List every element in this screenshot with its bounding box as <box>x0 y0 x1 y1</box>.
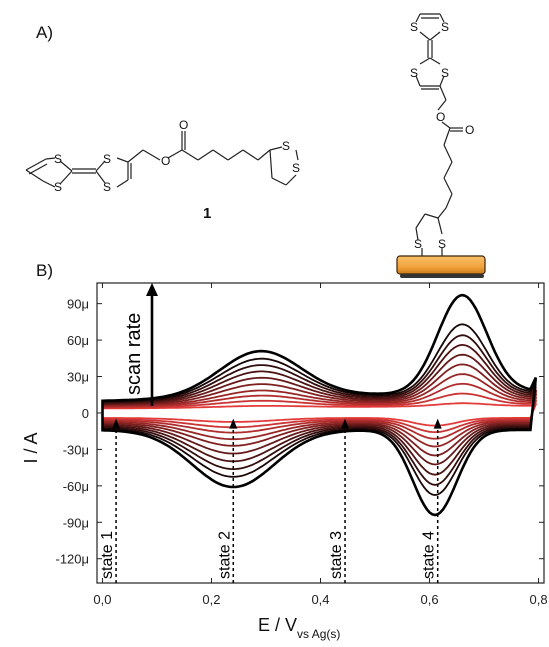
atom-s: S <box>282 139 290 153</box>
state-label-4: state 4 <box>421 531 438 579</box>
atom-s: S <box>54 180 62 194</box>
state-label-1: state 1 <box>99 531 116 579</box>
y-axis-title: I / A <box>21 432 41 463</box>
y-tick-label: 60μ <box>67 333 89 348</box>
y-tick-label: -30μ <box>63 442 89 457</box>
x-tick-label: 0,8 <box>530 592 548 607</box>
y-tick-label: -120μ <box>55 552 89 567</box>
surface-bound-molecule: S S S S O O S S <box>396 13 486 278</box>
state-marker-arrowhead <box>112 418 121 429</box>
axes: 90μ 60μ 30μ 0 -30μ -60μ -90μ -120μ 0,0 0,2 0,4 0,6 0… <box>55 283 548 607</box>
x-tick-label: 0,2 <box>202 592 220 607</box>
atom-s: S <box>438 237 446 251</box>
atom-s: S <box>410 66 418 80</box>
atom-o: O <box>179 118 188 132</box>
state-label-3: state 3 <box>328 531 345 579</box>
panel-b-label: B) <box>36 261 53 280</box>
y-tick-label: 90μ <box>67 297 89 312</box>
x-tick-label: 0,4 <box>311 592 329 607</box>
atom-s: S <box>414 237 422 251</box>
molecule-1-structure: S S S S O O S S 1 <box>25 118 300 222</box>
y-tick-label: 0 <box>82 406 89 421</box>
panel-a-label: A) <box>36 23 53 42</box>
cv-curve-scan-1 <box>101 293 538 517</box>
x-tick-label: 0,0 <box>93 592 111 607</box>
x-axis-title-main: E / V <box>258 615 297 635</box>
cv-curve-scan-5 <box>101 353 537 466</box>
atom-s: S <box>292 161 300 175</box>
atom-s: S <box>441 20 449 34</box>
state-marker-arrowhead <box>433 418 442 429</box>
cv-curves <box>101 293 538 517</box>
scan-rate-arrowhead <box>146 283 158 296</box>
atom-o: O <box>436 110 445 124</box>
atom-o: O <box>161 154 170 168</box>
cv-curve-scan-2 <box>101 323 537 497</box>
x-axis-title-subscript: vs Ag(s) <box>297 627 340 641</box>
pad-shadow <box>400 274 484 278</box>
atom-s: S <box>441 66 449 80</box>
cv-curve-scan-4 <box>101 343 537 476</box>
scan-rate-label: scan rate <box>123 313 145 395</box>
cyclic-voltammogram: state 1 state 2 state 3 state 4 90μ 60μ 30μ 0 -… <box>21 282 548 641</box>
state-markers: state 1 state 2 state 3 state 4 <box>99 418 442 583</box>
atom-s: S <box>54 152 62 166</box>
y-tick-label: -60μ <box>63 479 89 494</box>
x-axis-title: E / Vvs Ag(s) <box>258 615 340 641</box>
atom-s: S <box>103 152 111 166</box>
compound-number: 1 <box>203 205 211 222</box>
y-tick-label: -90μ <box>63 515 89 530</box>
state-label-2: state 2 <box>216 531 233 579</box>
atom-s: S <box>410 20 418 34</box>
x-tick-label: 0,6 <box>420 592 438 607</box>
y-tick-label: 30μ <box>67 370 89 385</box>
atom-o: O <box>465 123 474 137</box>
gold-electrode-pad <box>396 255 486 275</box>
state-marker-arrowhead <box>229 418 238 429</box>
state-marker-arrowhead <box>341 418 350 429</box>
atom-s: S <box>103 180 111 194</box>
